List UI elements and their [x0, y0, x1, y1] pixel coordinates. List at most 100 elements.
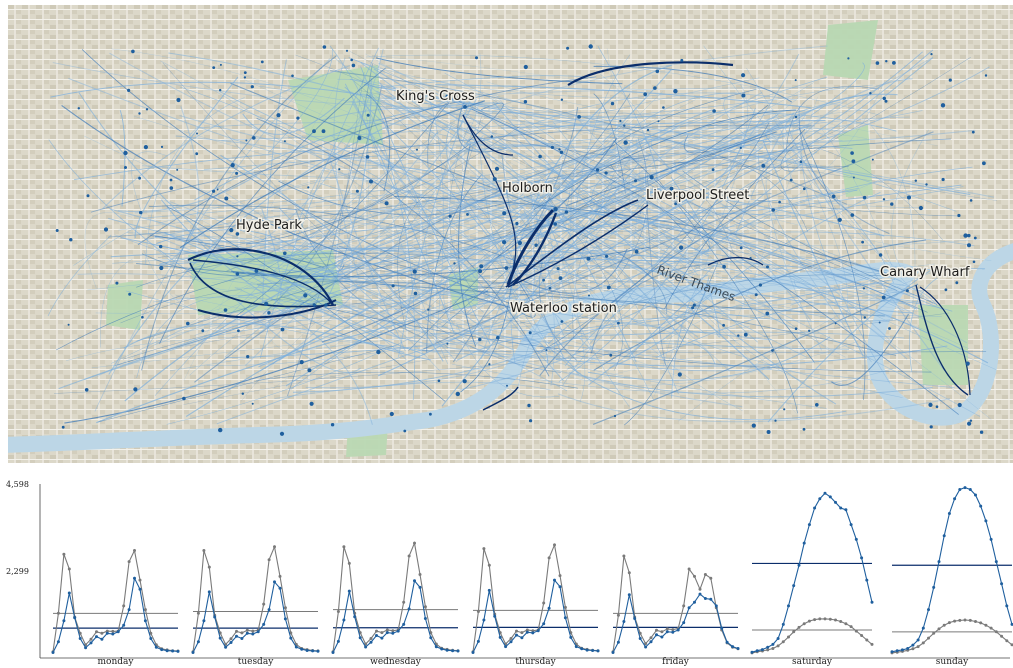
flow-arc	[98, 344, 400, 423]
station-dot	[138, 176, 142, 180]
point-gray	[771, 647, 775, 650]
point-blue	[813, 506, 817, 510]
flow-arc	[492, 101, 837, 405]
flow-arc	[499, 129, 976, 148]
station-dot	[634, 179, 637, 183]
point-blue	[149, 637, 153, 640]
point-gray	[482, 547, 486, 551]
flow-arc	[558, 224, 668, 314]
station-dot	[218, 427, 223, 433]
flow-arc	[225, 278, 896, 359]
point-gray	[870, 642, 874, 646]
station-dot	[794, 79, 797, 82]
point-gray	[89, 637, 93, 641]
flow-arc	[811, 62, 865, 116]
station-dot	[55, 229, 59, 232]
flow-arc	[431, 90, 801, 333]
point-gray	[927, 636, 930, 640]
station-dot	[169, 178, 173, 182]
flow-arc	[469, 136, 731, 372]
station-dot	[159, 265, 164, 271]
flow-arc	[536, 209, 565, 337]
flow-arc	[361, 111, 771, 130]
day-panel-friday: friday	[611, 554, 740, 667]
station-dot	[330, 423, 335, 427]
flow-arc	[767, 264, 939, 423]
station-dot	[260, 60, 264, 64]
station-dot	[276, 113, 281, 118]
flow-arc	[690, 81, 885, 258]
flow-arc	[655, 299, 953, 359]
point-gray	[776, 644, 780, 648]
point-blue	[229, 641, 233, 644]
station-dot	[957, 213, 961, 218]
station-dot	[712, 109, 716, 113]
flow-arc	[365, 53, 992, 262]
point-blue	[953, 497, 957, 501]
point-blue	[553, 578, 556, 582]
station-dot	[251, 402, 254, 405]
point-blue	[1010, 622, 1013, 626]
flow-arc	[525, 117, 794, 284]
flow-arc	[145, 97, 245, 265]
point-blue	[256, 630, 260, 634]
point-blue	[311, 649, 315, 653]
station-dot	[783, 408, 786, 411]
flow-arc	[220, 154, 444, 362]
flow-arc	[531, 64, 672, 209]
flow-arc	[459, 346, 593, 391]
point-gray	[989, 626, 993, 630]
station-dot	[219, 88, 222, 92]
point-blue	[520, 636, 524, 640]
flow-arc	[114, 234, 827, 409]
flow-arc	[142, 110, 923, 219]
station-dot	[741, 93, 746, 98]
point-blue	[100, 637, 104, 641]
flow-arc	[55, 269, 268, 351]
station-dot	[918, 205, 924, 211]
point-gray	[67, 567, 71, 571]
flow-arc	[678, 267, 944, 422]
flow-arc	[94, 58, 331, 412]
station-dot	[653, 86, 657, 90]
point-blue	[834, 500, 837, 504]
point-gray	[267, 558, 271, 562]
station-dot	[389, 411, 394, 417]
flow-arc	[487, 94, 924, 208]
flow-arc	[709, 292, 721, 338]
flow-arc	[111, 48, 542, 215]
day-panel-sunday: sunday	[890, 486, 1013, 667]
flow-arc	[734, 112, 795, 236]
flow-arc	[375, 57, 623, 85]
station-dot	[534, 243, 538, 247]
flow-arc	[81, 49, 534, 313]
flow-arc	[84, 148, 787, 381]
flow-arc	[565, 131, 777, 207]
station-dot	[882, 96, 886, 101]
point-blue	[781, 622, 785, 626]
flow-arcs	[47, 45, 997, 426]
station-dot	[504, 266, 509, 270]
station-dot	[577, 115, 581, 119]
flow-arc	[454, 106, 679, 395]
station-dot	[884, 99, 888, 103]
flow-arc	[450, 121, 581, 302]
station-dot	[133, 387, 138, 392]
point-blue	[509, 640, 513, 644]
station-dot	[545, 349, 548, 352]
point-gray	[487, 563, 491, 567]
day-panel-tuesday: tuesday	[191, 544, 320, 667]
station-dot	[662, 106, 665, 109]
flow-arc	[213, 281, 509, 337]
point-blue	[396, 629, 400, 633]
station-dot	[674, 202, 677, 206]
flow-arc	[790, 283, 938, 307]
point-gray	[984, 623, 988, 627]
flow-arc	[291, 103, 373, 242]
point-gray	[649, 636, 653, 640]
point-blue	[251, 632, 255, 636]
point-blue	[890, 650, 894, 654]
flow-arc	[196, 236, 561, 358]
station-dot	[307, 186, 310, 189]
station-dot	[969, 419, 973, 422]
